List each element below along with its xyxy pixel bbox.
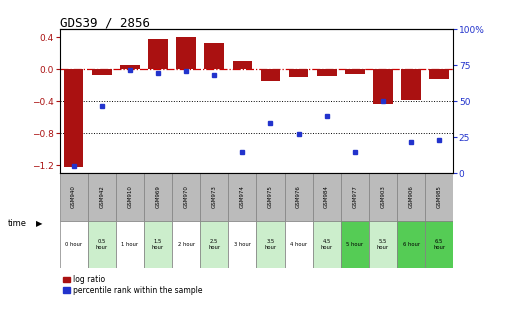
Text: 3.5
hour: 3.5 hour [264, 239, 277, 250]
Text: GSM976: GSM976 [296, 186, 301, 208]
Bar [88, 221, 116, 268]
Text: GSM903: GSM903 [380, 186, 385, 208]
Text: 4.5
hour: 4.5 hour [321, 239, 333, 250]
Bar [369, 221, 397, 268]
Bar [228, 173, 256, 221]
Bar [397, 221, 425, 268]
Bar [233, 61, 252, 69]
Text: GSM906: GSM906 [409, 186, 413, 208]
Bar [144, 221, 172, 268]
Bar [284, 221, 313, 268]
Bar [205, 43, 224, 69]
Bar [256, 221, 284, 268]
Bar [88, 173, 116, 221]
Text: 6 hour: 6 hour [402, 242, 420, 247]
Text: 2.5
hour: 2.5 hour [208, 239, 220, 250]
Bar [200, 173, 228, 221]
Bar [228, 221, 256, 268]
Text: 4 hour: 4 hour [290, 242, 307, 247]
Bar [373, 69, 393, 104]
Text: GSM942: GSM942 [99, 186, 104, 208]
Text: 5.5
hour: 5.5 hour [377, 239, 389, 250]
Bar [60, 221, 88, 268]
Bar [60, 173, 88, 221]
Bar [172, 221, 200, 268]
Bar [92, 69, 111, 75]
Bar [120, 65, 140, 69]
Text: GSM969: GSM969 [155, 186, 161, 208]
Bar [289, 69, 308, 77]
Bar [425, 221, 453, 268]
Text: GSM984: GSM984 [324, 186, 329, 208]
Text: 3 hour: 3 hour [234, 242, 251, 247]
Bar [261, 69, 280, 80]
Text: 0 hour: 0 hour [65, 242, 82, 247]
Text: GDS39 / 2856: GDS39 / 2856 [60, 16, 150, 29]
Bar [313, 221, 341, 268]
Text: 2 hour: 2 hour [178, 242, 195, 247]
Bar [369, 173, 397, 221]
Text: 1 hour: 1 hour [121, 242, 138, 247]
Bar [148, 39, 168, 69]
Text: GSM977: GSM977 [352, 186, 357, 208]
Text: GSM973: GSM973 [212, 186, 217, 208]
Text: GSM910: GSM910 [127, 186, 133, 208]
Text: 0.5
hour: 0.5 hour [96, 239, 108, 250]
Bar [144, 173, 172, 221]
Text: GSM985: GSM985 [437, 186, 442, 208]
Text: 5 hour: 5 hour [346, 242, 364, 247]
Text: 1.5
hour: 1.5 hour [152, 239, 164, 250]
Text: GSM974: GSM974 [240, 186, 245, 208]
Text: ▶: ▶ [36, 219, 43, 229]
Bar [172, 173, 200, 221]
Bar [116, 221, 144, 268]
Bar [429, 69, 449, 79]
Bar [64, 69, 83, 167]
Bar [425, 173, 453, 221]
Text: GSM975: GSM975 [268, 186, 273, 208]
Text: 6.5
hour: 6.5 hour [433, 239, 445, 250]
Text: GSM970: GSM970 [183, 186, 189, 208]
Bar [176, 37, 196, 69]
Legend: log ratio, percentile rank within the sample: log ratio, percentile rank within the sa… [63, 275, 202, 295]
Bar [345, 69, 365, 74]
Text: time: time [8, 219, 27, 229]
Bar [317, 69, 337, 76]
Bar [341, 173, 369, 221]
Bar [284, 173, 313, 221]
Bar [341, 221, 369, 268]
Bar [256, 173, 284, 221]
Bar [116, 173, 144, 221]
Bar [397, 173, 425, 221]
Bar [313, 173, 341, 221]
Bar [200, 221, 228, 268]
Bar [401, 69, 421, 100]
Text: GSM940: GSM940 [71, 186, 76, 208]
